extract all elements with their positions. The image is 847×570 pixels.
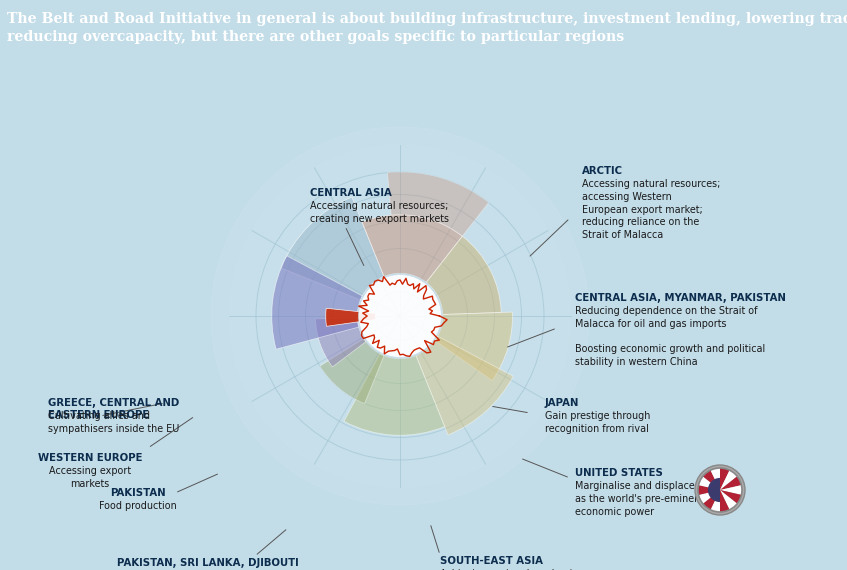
Circle shape (358, 275, 441, 357)
Text: Accessing natural resources;
creating new export markets: Accessing natural resources; creating ne… (310, 201, 449, 224)
Wedge shape (703, 490, 720, 510)
Text: PAKISTAN, SRI LANKA, DJIBOUTI: PAKISTAN, SRI LANKA, DJIBOUTI (117, 558, 299, 568)
Wedge shape (272, 256, 363, 349)
Text: SOUTH-EAST ASIA: SOUTH-EAST ASIA (440, 556, 543, 566)
Wedge shape (426, 236, 501, 315)
Text: Cultivating allies and
sympathisers inside the EU: Cultivating allies and sympathisers insi… (48, 411, 180, 434)
Text: ARCTIC: ARCTIC (582, 166, 623, 176)
Wedge shape (326, 308, 375, 327)
Wedge shape (708, 478, 720, 502)
Wedge shape (720, 468, 729, 490)
Wedge shape (711, 468, 720, 490)
Text: UNITED STATES: UNITED STATES (575, 468, 663, 478)
Wedge shape (699, 477, 720, 490)
Wedge shape (435, 312, 512, 381)
Text: Gain prestige through
recognition from rival: Gain prestige through recognition from r… (545, 411, 650, 434)
Text: Achieving regional predominance
at US and Japanese expense;
compliance on the So: Achieving regional predominance at US an… (440, 569, 612, 570)
Wedge shape (344, 354, 445, 435)
Text: CENTRAL ASIA, MYANMAR, PAKISTAN: CENTRAL ASIA, MYANMAR, PAKISTAN (575, 293, 786, 303)
Text: WESTERN EUROPE: WESTERN EUROPE (38, 453, 142, 463)
Wedge shape (416, 336, 513, 435)
Wedge shape (281, 197, 384, 300)
Text: GREECE, CENTRAL AND
EASTERN EUROPE: GREECE, CENTRAL AND EASTERN EUROPE (48, 398, 180, 420)
Text: Accessing natural resources;
accessing Western
European export market;
reducing : Accessing natural resources; accessing W… (582, 179, 721, 240)
Wedge shape (720, 490, 729, 512)
Text: Marginalise and displace
as the world's pre-eminent
economic power: Marginalise and displace as the world's … (575, 481, 704, 516)
Text: CENTRAL ASIA: CENTRAL ASIA (310, 188, 392, 198)
Circle shape (229, 145, 571, 487)
Circle shape (211, 127, 589, 505)
Wedge shape (315, 317, 366, 367)
Text: PAKISTAN: PAKISTAN (110, 488, 166, 498)
Wedge shape (703, 470, 720, 490)
Wedge shape (720, 470, 737, 490)
Wedge shape (698, 485, 720, 495)
Text: The Belt and Road Initiative in general is about building infrastructure, invest: The Belt and Road Initiative in general … (7, 11, 847, 44)
Wedge shape (711, 490, 720, 512)
Text: Reducing dependence on the Strait of
Malacca for oil and gas imports

Boosting e: Reducing dependence on the Strait of Mal… (575, 306, 765, 367)
Wedge shape (387, 172, 489, 236)
Wedge shape (720, 490, 741, 504)
Wedge shape (320, 339, 384, 404)
Wedge shape (720, 485, 742, 495)
Circle shape (695, 465, 745, 515)
Text: Accessing export
markets: Accessing export markets (49, 466, 131, 489)
Wedge shape (720, 490, 737, 510)
Wedge shape (720, 477, 741, 490)
Wedge shape (362, 215, 462, 282)
Wedge shape (699, 490, 720, 504)
Text: JAPAN: JAPAN (545, 398, 579, 408)
Text: Food production: Food production (99, 501, 177, 511)
